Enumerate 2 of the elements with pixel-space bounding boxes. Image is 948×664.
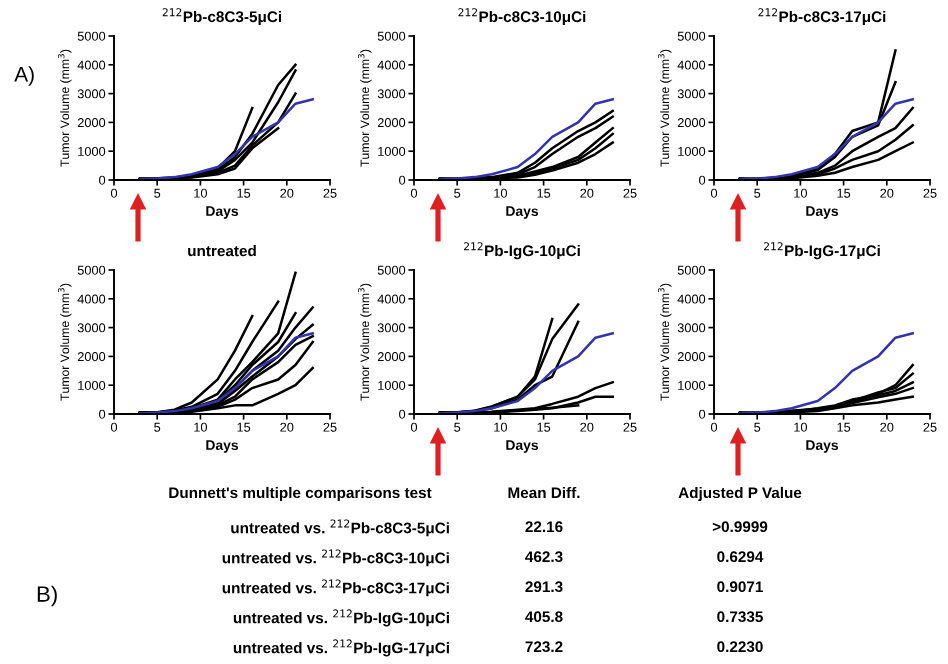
text: B) xyxy=(37,585,57,607)
text: A) xyxy=(14,66,34,86)
